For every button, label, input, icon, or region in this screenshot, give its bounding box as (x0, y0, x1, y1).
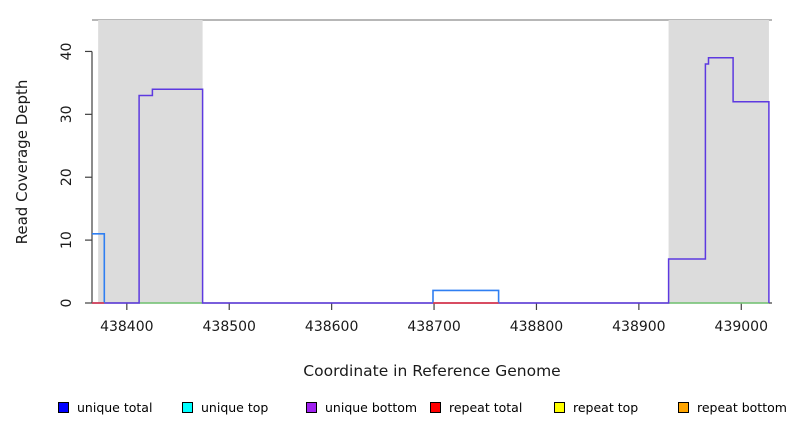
x-tick-label: 438800 (510, 319, 563, 335)
y-axis-title: Read Coverage Depth (13, 80, 31, 245)
y-tick-label: 30 (59, 105, 75, 123)
series-unique-bottom (92, 56, 770, 304)
legend-swatch-icon (58, 402, 69, 413)
x-tick-label: 438400 (100, 319, 153, 335)
plot-area: 438400 438500 438600 438700 438800 438900 4390… (59, 19, 772, 335)
legend-item-unique-total: unique total (58, 400, 182, 415)
x-tick-label: 439000 (715, 319, 768, 335)
legend-swatch-icon (182, 402, 193, 413)
legend-swatch-icon (430, 402, 441, 413)
shaded-region-1 (668, 20, 769, 303)
x-tick-label: 438700 (407, 319, 460, 335)
legend-label: repeat top (573, 400, 639, 415)
legend-swatch-icon (554, 402, 565, 413)
legend-swatch-icon (678, 402, 689, 413)
y-tick-label: 10 (59, 231, 75, 249)
x-axis-title: Coordinate in Reference Genome (303, 362, 560, 380)
legend-item-repeat-bottom: repeat bottom (678, 400, 792, 415)
series-unique-total (92, 233, 106, 303)
x-tick-label: 438900 (612, 319, 665, 335)
legend-item-repeat-total: repeat total (430, 400, 554, 415)
legend-swatch-icon (306, 402, 317, 413)
legend: unique total unique top unique bottom repea… (58, 400, 792, 415)
shaded-region-0 (98, 20, 203, 303)
y-tick-label: 20 (59, 168, 75, 186)
y-tick-label: 0 (59, 299, 75, 308)
series-unique-total (432, 289, 500, 303)
legend-item-unique-bottom: unique bottom (306, 400, 430, 415)
legend-label: repeat bottom (697, 400, 787, 415)
legend-label: unique total (77, 400, 153, 415)
x-tick-label: 438600 (305, 319, 358, 335)
y-tick-label: 40 (59, 43, 75, 61)
x-tick-label: 438500 (203, 319, 256, 335)
legend-item-unique-top: unique top (182, 400, 306, 415)
legend-label: repeat total (449, 400, 523, 415)
legend-item-repeat-top: repeat top (554, 400, 678, 415)
legend-label: unique bottom (325, 400, 418, 415)
legend-label: unique top (201, 400, 269, 415)
